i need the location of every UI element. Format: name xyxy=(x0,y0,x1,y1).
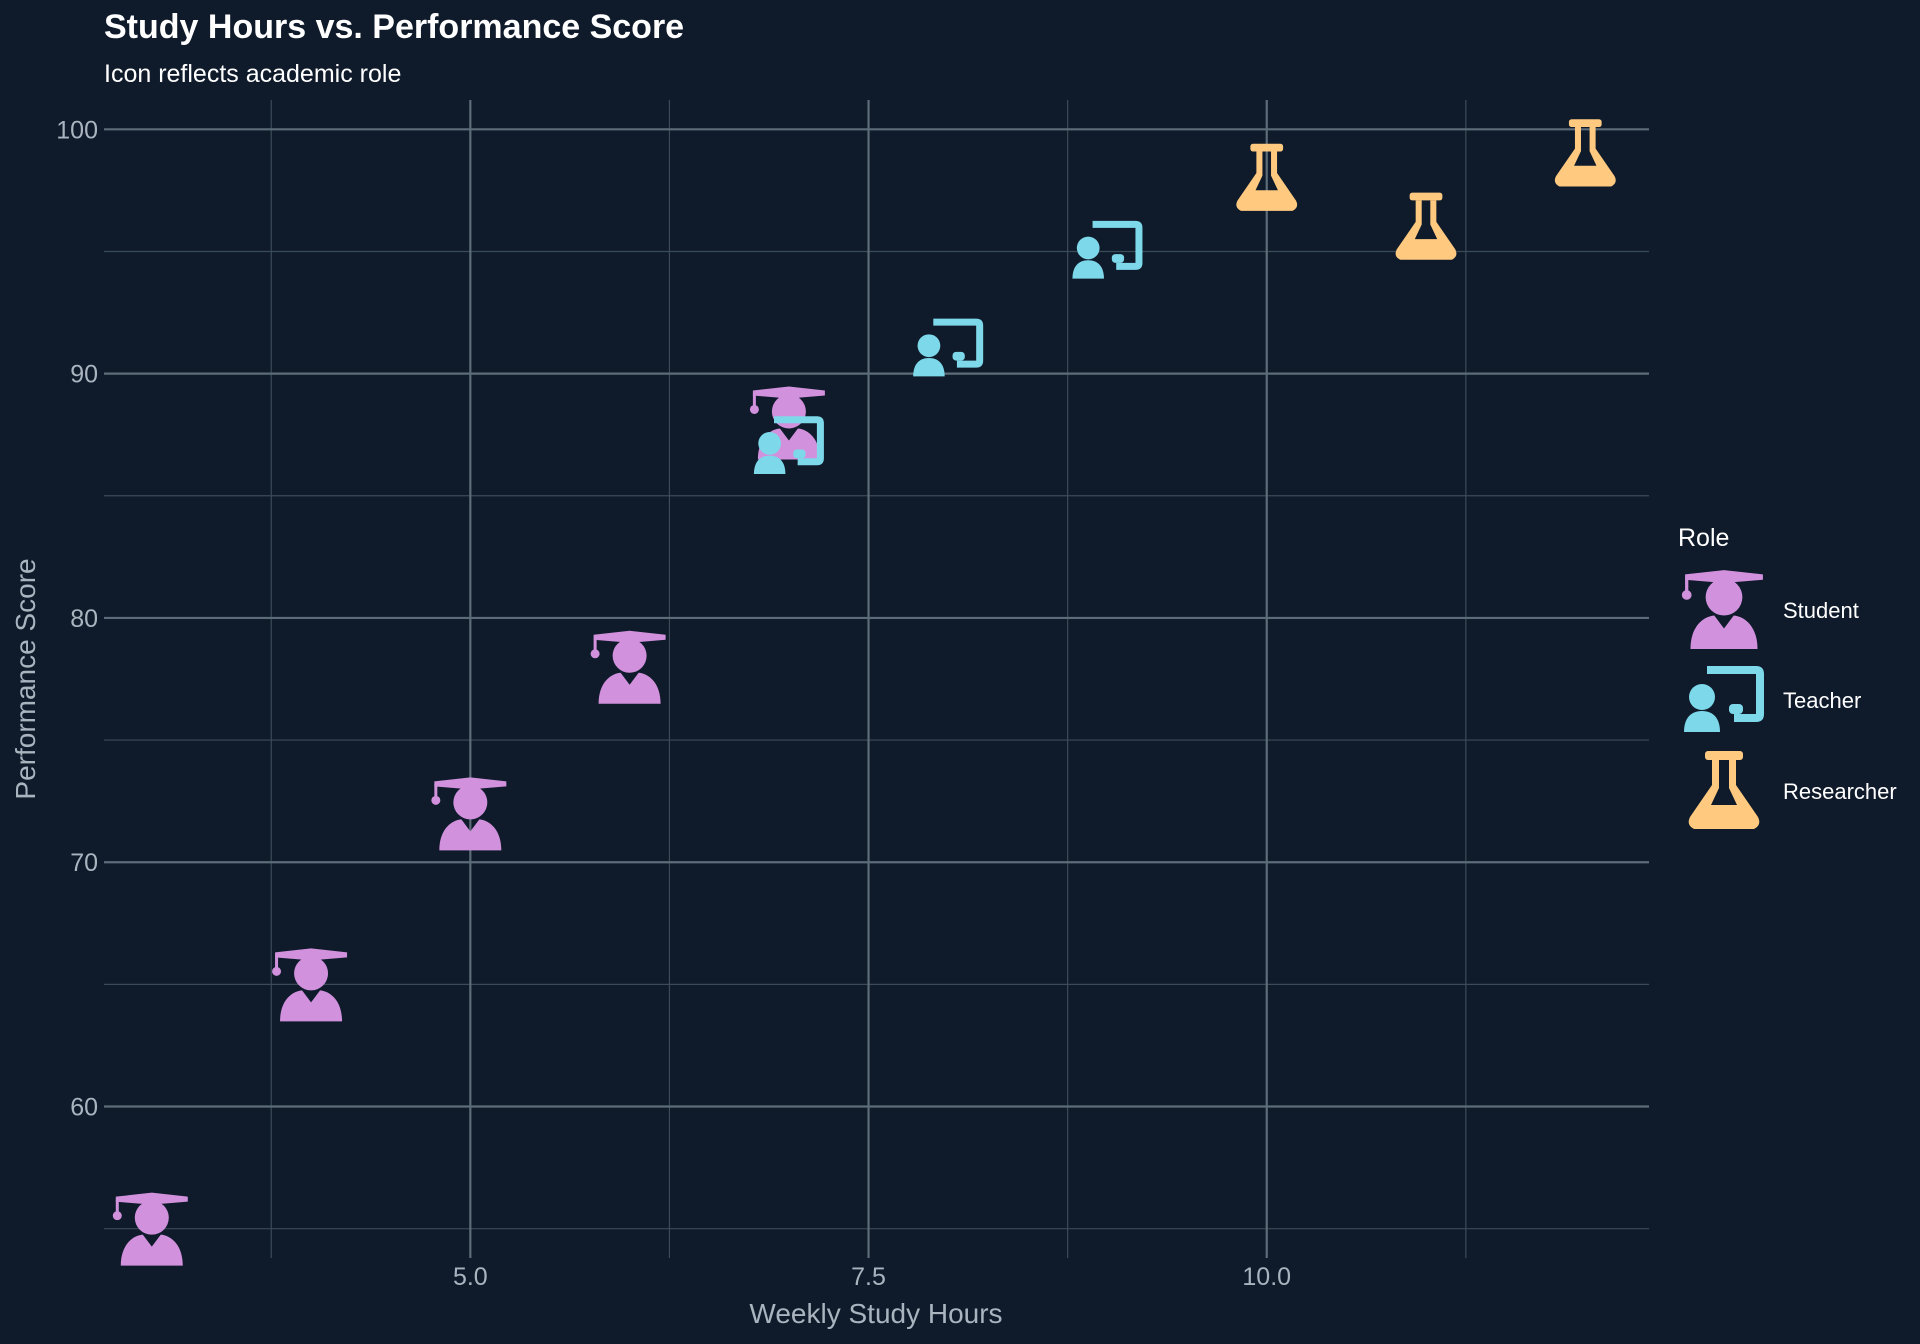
legend: Role Student Teacher Researcher xyxy=(1678,524,1897,829)
legend-student-icon xyxy=(1681,570,1763,649)
chart-subtitle: Icon reflects academic role xyxy=(104,60,401,88)
x-axis-title: Weekly Study Hours xyxy=(749,1298,1002,1329)
y-tick-label: 60 xyxy=(70,1094,98,1122)
y-tick-label: 70 xyxy=(70,849,98,877)
grid xyxy=(104,100,1649,1258)
x-tick-label: 7.5 xyxy=(851,1263,886,1291)
legend-label-researcher: Researcher xyxy=(1783,779,1897,804)
y-tick-label: 100 xyxy=(56,116,98,144)
plot-panel xyxy=(104,100,1649,1258)
legend-label-student: Student xyxy=(1783,598,1859,623)
x-tick-label: 10.0 xyxy=(1242,1263,1291,1291)
legend-title: Role xyxy=(1678,524,1729,552)
x-tick-label: 5.0 xyxy=(453,1263,488,1291)
chart-title: Study Hours vs. Performance Score xyxy=(104,8,684,46)
y-axis-title: Performance Score xyxy=(10,558,41,799)
y-axis-ticks: 60 70 80 90 100 xyxy=(56,116,98,1121)
x-axis-ticks: 5.0 7.5 10.0 xyxy=(453,1263,1291,1291)
legend-label-teacher: Teacher xyxy=(1783,688,1861,713)
legend-researcher-icon xyxy=(1688,751,1760,829)
legend-teacher-icon xyxy=(1684,666,1764,732)
y-tick-label: 90 xyxy=(70,361,98,389)
y-tick-label: 80 xyxy=(70,605,98,633)
